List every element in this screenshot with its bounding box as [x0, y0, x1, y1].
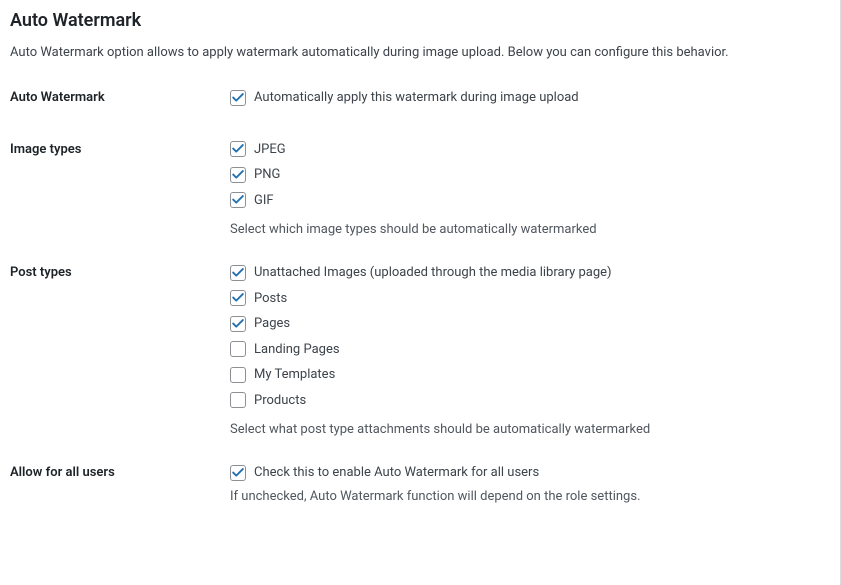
- checkbox-unattached-images[interactable]: [230, 265, 246, 281]
- checkbox-label-pages[interactable]: Pages: [254, 314, 290, 334]
- option-png: PNG: [230, 165, 830, 185]
- check-icon: [231, 142, 245, 156]
- checkbox-label-products[interactable]: Products: [254, 391, 306, 411]
- settings-form: Auto Watermark Automatically apply this …: [10, 88, 830, 504]
- row-image-types: Image types JPEG PNG GIF Select whic: [10, 140, 830, 238]
- row-post-types: Post types Unattached Images (uploaded t…: [10, 263, 830, 437]
- hint-post-types: Select what post type attachments should…: [230, 422, 830, 437]
- check-icon: [231, 168, 245, 182]
- checkbox-png[interactable]: [230, 167, 246, 183]
- checkbox-label-posts[interactable]: Posts: [254, 289, 287, 309]
- hint-image-types: Select which image types should be autom…: [230, 222, 830, 237]
- checkbox-landing-pages[interactable]: [230, 341, 246, 357]
- label-auto-watermark: Auto Watermark: [10, 88, 230, 105]
- checkbox-label-landing-pages[interactable]: Landing Pages: [254, 340, 340, 360]
- option-auto-watermark: Automatically apply this watermark durin…: [230, 88, 830, 108]
- checkbox-auto-watermark[interactable]: [230, 90, 246, 106]
- checkbox-gif[interactable]: [230, 192, 246, 208]
- checkbox-label-allow-users[interactable]: Check this to enable Auto Watermark for …: [254, 463, 539, 483]
- checkbox-jpeg[interactable]: [230, 141, 246, 157]
- check-icon: [231, 91, 245, 105]
- option-landing-pages: Landing Pages: [230, 340, 830, 360]
- option-products: Products: [230, 391, 830, 411]
- option-my-templates: My Templates: [230, 365, 830, 385]
- checkbox-my-templates[interactable]: [230, 367, 246, 383]
- checkbox-label-unattached-images[interactable]: Unattached Images (uploaded through the …: [254, 263, 612, 283]
- hint-allow-users: If unchecked, Auto Watermark function wi…: [230, 489, 830, 504]
- check-icon: [231, 266, 245, 280]
- checkbox-label-png[interactable]: PNG: [254, 165, 280, 185]
- checkbox-label-gif[interactable]: GIF: [254, 191, 274, 211]
- checkbox-allow-users[interactable]: [230, 465, 246, 481]
- checkbox-posts[interactable]: [230, 290, 246, 306]
- check-icon: [231, 466, 245, 480]
- option-unattached-images: Unattached Images (uploaded through the …: [230, 263, 830, 283]
- row-auto-watermark: Auto Watermark Automatically apply this …: [10, 88, 830, 114]
- check-icon: [231, 317, 245, 331]
- field-allow-users: Check this to enable Auto Watermark for …: [230, 463, 830, 504]
- check-icon: [231, 291, 245, 305]
- check-icon: [231, 193, 245, 207]
- section-heading: Auto Watermark: [10, 10, 830, 31]
- field-post-types: Unattached Images (uploaded through the …: [230, 263, 830, 437]
- checkbox-label-my-templates[interactable]: My Templates: [254, 365, 335, 385]
- section-description: Auto Watermark option allows to apply wa…: [10, 45, 830, 60]
- field-auto-watermark: Automatically apply this watermark durin…: [230, 88, 830, 114]
- label-post-types: Post types: [10, 263, 230, 280]
- row-allow-users: Allow for all users Check this to enable…: [10, 463, 830, 504]
- option-pages: Pages: [230, 314, 830, 334]
- label-allow-users: Allow for all users: [10, 463, 230, 480]
- option-gif: GIF: [230, 191, 830, 211]
- checkbox-label-jpeg[interactable]: JPEG: [254, 140, 286, 160]
- checkbox-pages[interactable]: [230, 316, 246, 332]
- field-image-types: JPEG PNG GIF Select which image types sh…: [230, 140, 830, 238]
- label-image-types: Image types: [10, 140, 230, 157]
- option-jpeg: JPEG: [230, 140, 830, 160]
- option-allow-users: Check this to enable Auto Watermark for …: [230, 463, 830, 483]
- checkbox-label-auto-watermark[interactable]: Automatically apply this watermark durin…: [254, 88, 579, 108]
- option-posts: Posts: [230, 289, 830, 309]
- checkbox-products[interactable]: [230, 392, 246, 408]
